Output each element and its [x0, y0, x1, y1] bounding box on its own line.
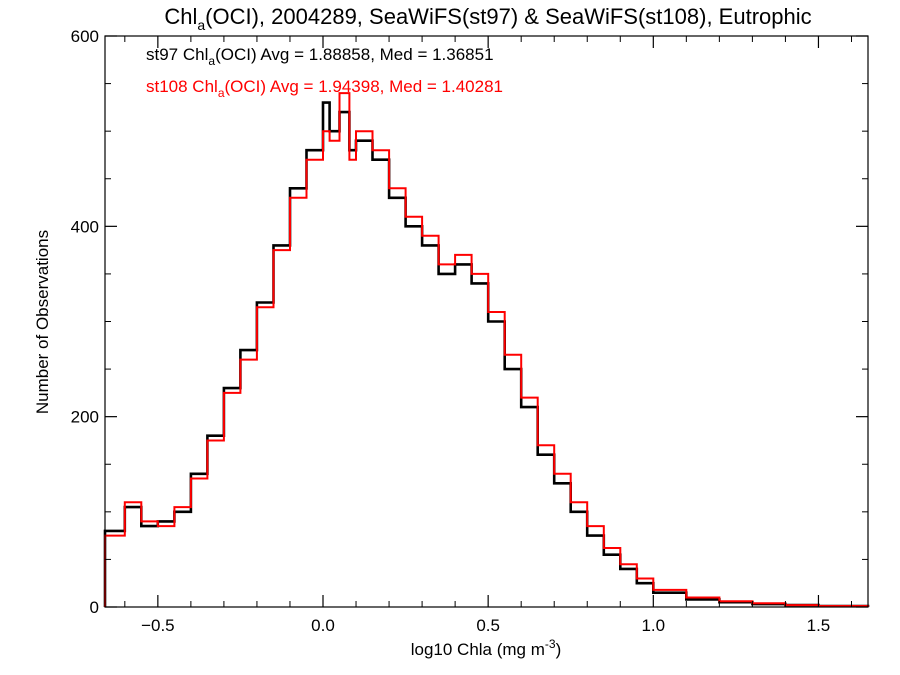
x-axis-label: log10 Chla (mg m-3) — [411, 637, 562, 659]
y-tick-label: 0 — [90, 598, 99, 617]
x-tick-label: 1.0 — [641, 616, 665, 635]
y-axis-label: Number of Observations — [33, 230, 52, 414]
series-line-st108 — [104, 92, 869, 607]
plot-frame — [104, 35, 869, 608]
y-axis-ticks: 0 200 400 600 — [71, 27, 868, 617]
series-line-st97 — [103, 101, 870, 608]
x-axis-ticks: −0.5 0.0 0.5 1.0 1.5 — [124, 36, 852, 635]
x-tick-label: 0.5 — [476, 616, 500, 635]
y-tick-label: 600 — [71, 27, 99, 46]
legend-entry-st97: st97 Chla(OCI) Avg = 1.88858, Med = 1.36… — [146, 45, 494, 68]
x-tick-label: 0.0 — [311, 616, 335, 635]
y-tick-label: 200 — [71, 408, 99, 427]
legend-entry-st108: st108 Chla(OCI) Avg = 1.94398, Med = 1.4… — [146, 77, 503, 100]
y-tick-label: 400 — [71, 217, 99, 236]
x-tick-label: −0.5 — [141, 616, 175, 635]
chart-title: Chla(OCI), 2004289, SeaWiFS(st97) & SeaW… — [164, 4, 811, 33]
series-layer — [103, 92, 870, 608]
x-tick-label: 1.5 — [807, 616, 831, 635]
